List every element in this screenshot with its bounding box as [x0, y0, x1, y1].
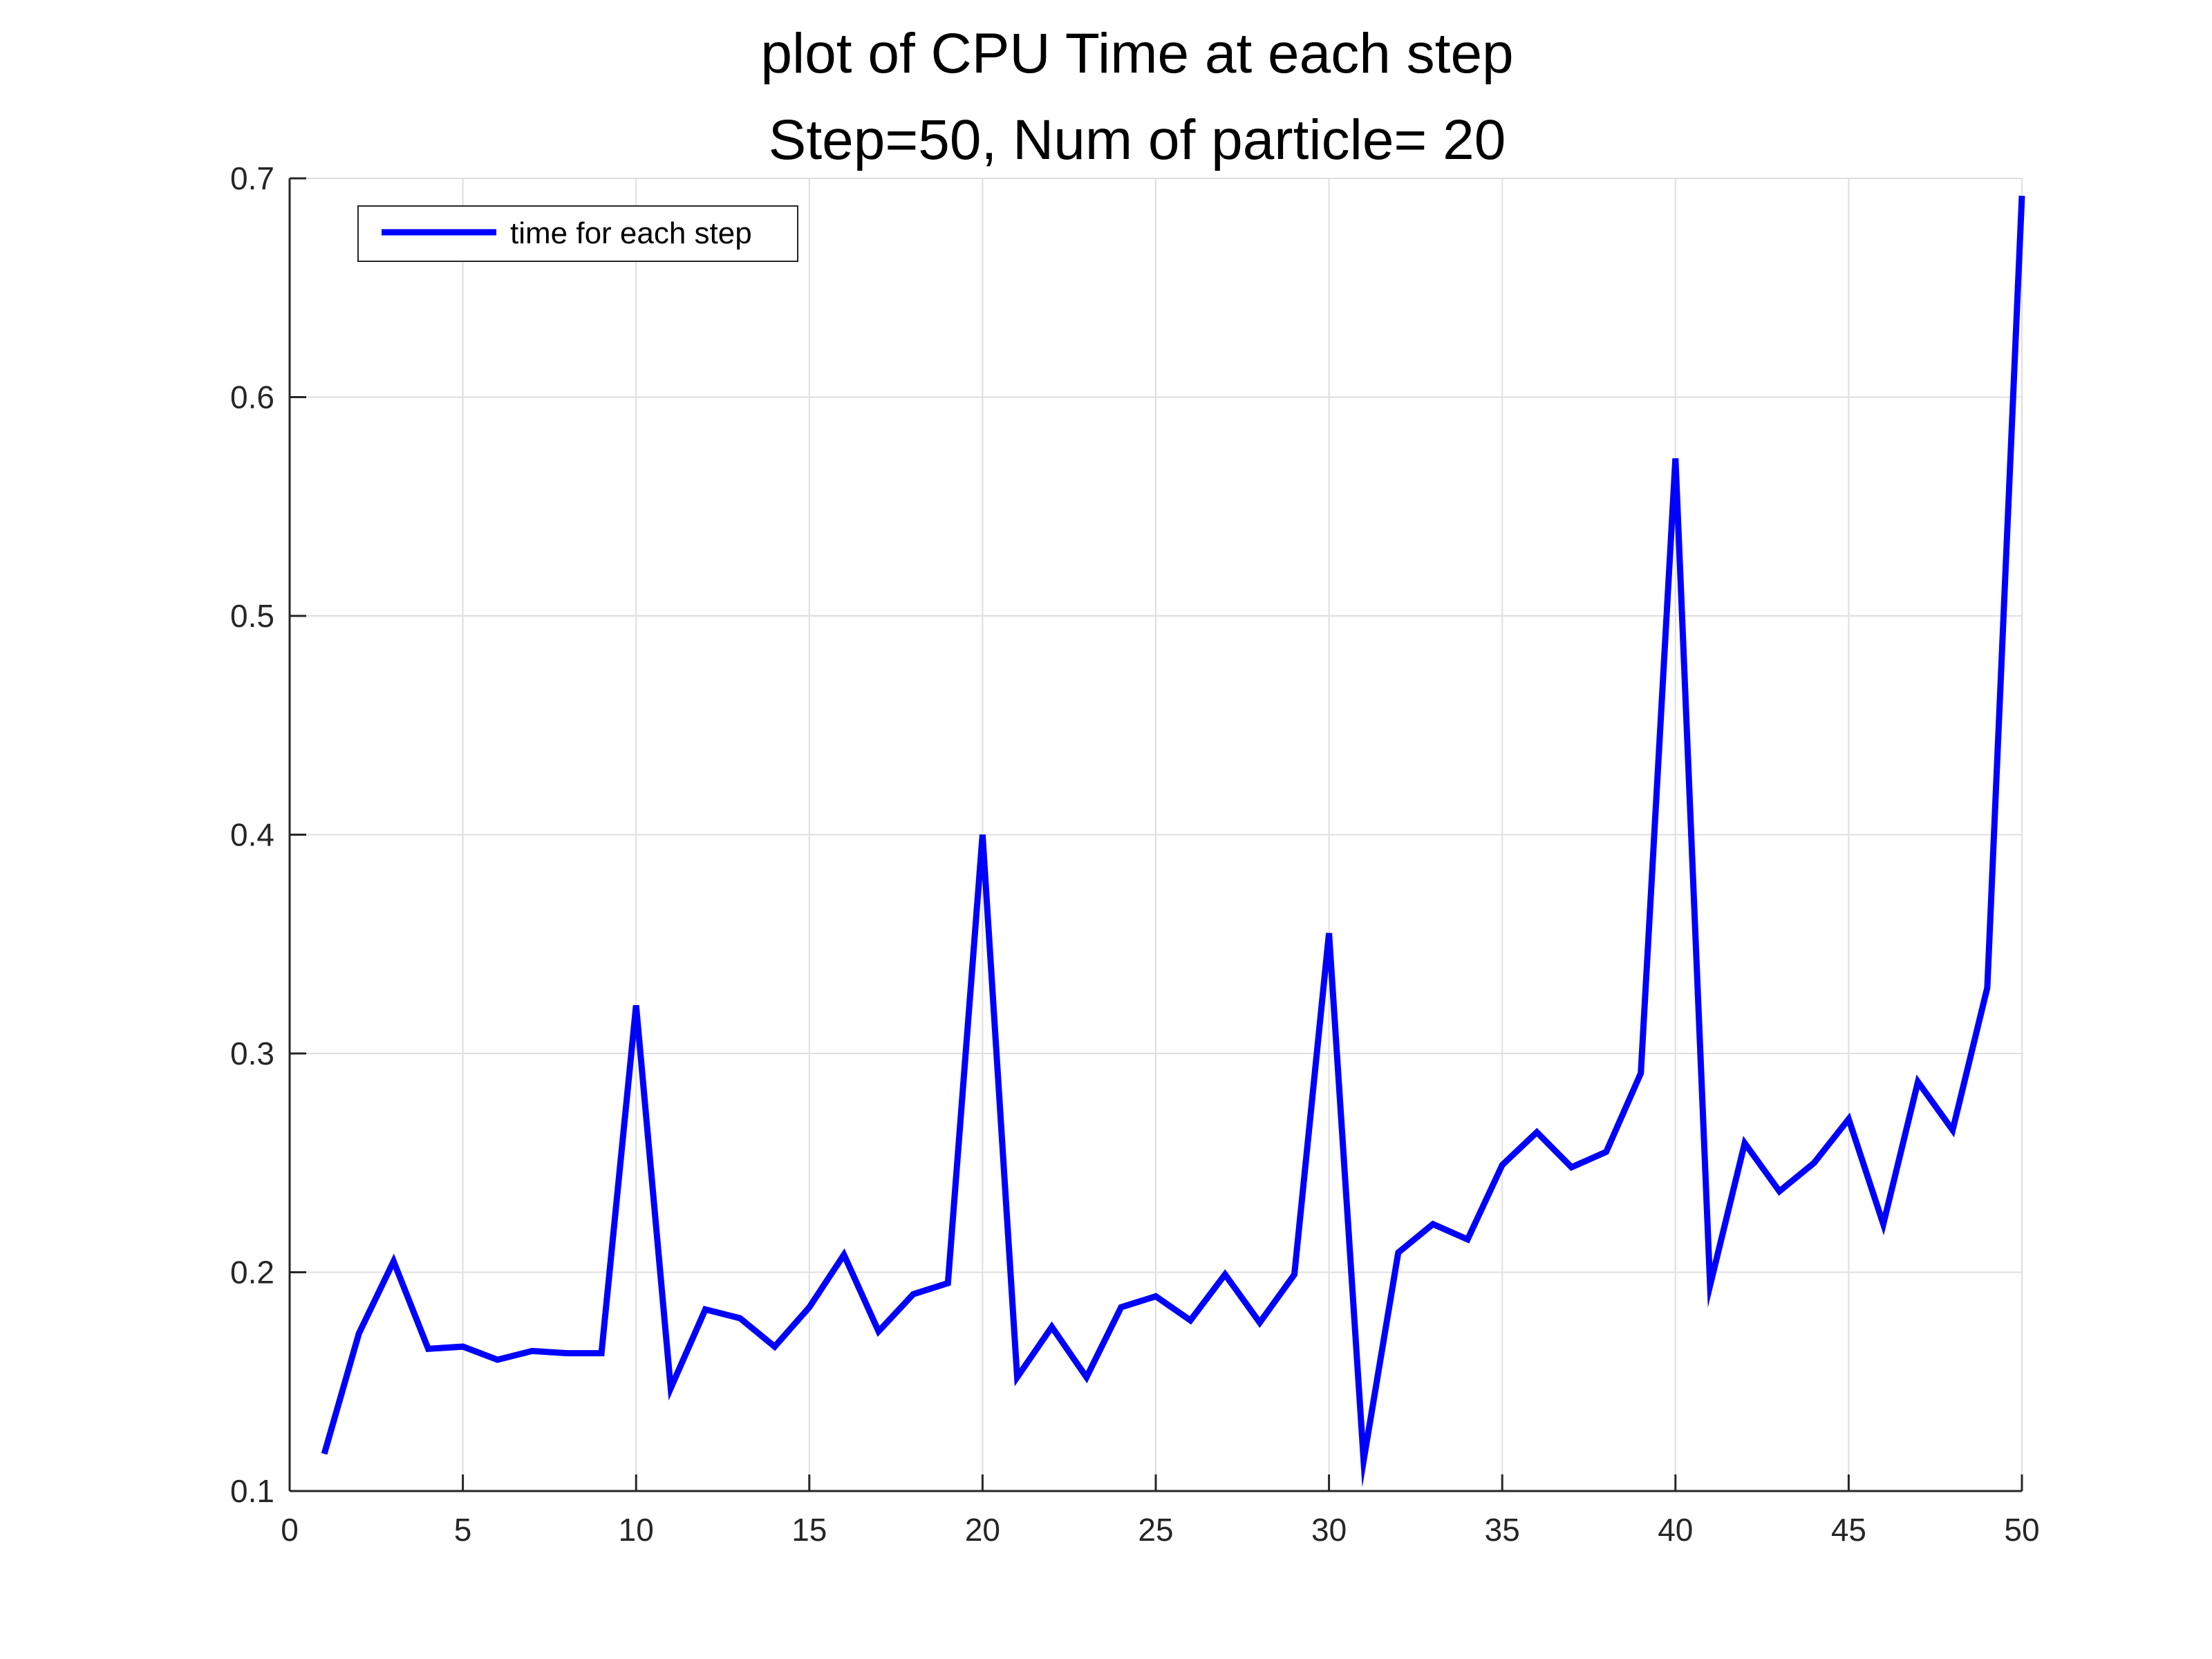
axes [288, 177, 2023, 1492]
x-tick-label: 20 [965, 1512, 1000, 1548]
chart-title: plot of CPU Time at each step [760, 22, 1513, 85]
x-tick-label: 15 [791, 1512, 827, 1548]
x-tick-label: 0 [281, 1512, 299, 1548]
y-tick-label: 0.6 [230, 379, 274, 415]
y-tick-label: 0.7 [230, 160, 274, 196]
grid [290, 178, 2022, 1491]
tick-labels: 0 5 10 15 20 25 30 35 40 45 50 0.1 0.2 0.3 0.4 0.5 0.6 0.… [230, 160, 2040, 1548]
x-tick-label: 50 [2004, 1512, 2039, 1548]
series-layer [321, 196, 2025, 1488]
x-tick-label: 45 [1831, 1512, 1866, 1548]
x-tick-label: 5 [454, 1512, 472, 1548]
x-tick-label: 10 [619, 1512, 654, 1548]
x-tick-label: 35 [1485, 1512, 1520, 1548]
y-tick-label: 0.3 [230, 1035, 274, 1071]
y-tick-label: 0.5 [230, 598, 274, 634]
x-tick-label: 40 [1658, 1512, 1693, 1548]
series-line [321, 196, 2025, 1488]
legend: time for each step [357, 205, 798, 262]
y-tick-label: 0.2 [230, 1255, 274, 1291]
x-tick-label: 25 [1138, 1512, 1173, 1548]
x-tick-label: 30 [1311, 1512, 1347, 1548]
legend-label: time for each step [510, 216, 752, 250]
y-tick-label: 0.1 [230, 1473, 274, 1509]
y-tick-label: 0.4 [230, 817, 274, 853]
chart-subtitle: Step=50, Num of particle= 20 [769, 109, 1506, 171]
